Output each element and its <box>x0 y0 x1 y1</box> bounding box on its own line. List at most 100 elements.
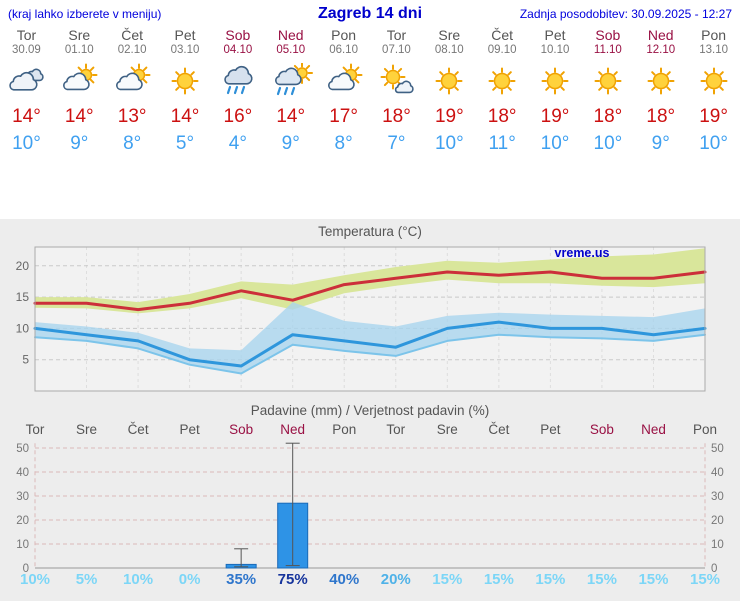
day-date: 04.10 <box>223 44 253 56</box>
y-axis-tick-label: 40 <box>711 467 724 479</box>
day-date: 12.10 <box>646 44 676 56</box>
low-temp: 7° <box>387 133 406 154</box>
y-axis-tick-label: 0 <box>711 563 717 575</box>
precip-probability-label: 5% <box>76 571 98 588</box>
day-name: Ned <box>277 27 304 43</box>
day-column: Pet 03.10 14° 5° <box>159 27 212 155</box>
rain-sun-icon <box>274 63 313 96</box>
sunny-icon <box>687 58 740 104</box>
precip-day-label: Pon <box>693 422 717 437</box>
low-temp: 4° <box>228 133 247 154</box>
low-temp: 10° <box>699 133 728 154</box>
day-name: Ned <box>647 27 674 43</box>
precip-probability-label: 15% <box>587 571 617 588</box>
precip-day-label: Ned <box>280 422 305 437</box>
y-axis-tick-label: 30 <box>711 491 724 503</box>
cloudy-icon <box>9 68 45 91</box>
precip-probability-label: 15% <box>535 571 565 588</box>
high-temp: 17° <box>329 106 358 127</box>
high-temp: 18° <box>487 106 517 127</box>
day-column: Sre 08.10 19° 10° <box>423 27 476 155</box>
precip-probability-label: 15% <box>690 571 720 588</box>
precip-day-label: Pet <box>179 422 200 437</box>
day-date: 02.10 <box>117 44 147 56</box>
precipitation-chart-title: Padavine (mm) / Verjetnost padavin (%) <box>250 403 490 418</box>
day-name: Sre <box>68 27 91 43</box>
page-title: Zagreb 14 dni <box>317 5 423 22</box>
precip-day-label: Čet <box>128 422 149 437</box>
precip-day-label: Pet <box>540 422 561 437</box>
precip-day-label: Ned <box>641 422 666 437</box>
precip-probability-label: 40% <box>329 571 359 588</box>
y-axis-tick-label: 10 <box>16 321 30 335</box>
y-axis-tick-label: 20 <box>711 515 724 527</box>
y-axis-tick-label: 15 <box>16 290 30 304</box>
precip-probability-label: 10% <box>20 571 50 588</box>
partly-cloudy-icon <box>63 63 98 91</box>
partly-cloudy-icon <box>53 58 106 104</box>
day-date: 01.10 <box>64 44 94 56</box>
temperature-chart-title: Temperatura (°C) <box>318 224 422 239</box>
precip-probability-label: 15% <box>432 571 462 588</box>
high-temp: 19° <box>540 106 570 127</box>
rain-sun-icon <box>264 58 317 104</box>
y-axis-tick-label: 0 <box>23 563 29 575</box>
plot-border <box>34 246 706 392</box>
low-temp: 11° <box>488 133 516 154</box>
precip-probability-label: 35% <box>226 571 256 588</box>
y-axis-tick-label: 20 <box>16 515 29 527</box>
day-column: Čet 09.10 18° 11° <box>476 27 529 155</box>
high-temp: 14° <box>276 106 306 127</box>
y-axis-tick-label: 40 <box>16 467 29 479</box>
precip-day-label: Sob <box>590 422 614 437</box>
low-temp: 10° <box>12 133 41 154</box>
precip-day-label: Tor <box>26 422 45 437</box>
day-name: Pet <box>544 27 566 43</box>
high-temp: 18° <box>646 106 676 127</box>
mostly-sunny-icon <box>380 64 415 94</box>
y-axis-tick-label: 5 <box>22 353 29 367</box>
high-temp: 19° <box>434 106 464 127</box>
temp-min-lower-line <box>34 333 706 375</box>
day-column: Ned 12.10 18° 9° <box>634 27 687 155</box>
day-column: Tor 30.09 14° 10° <box>0 27 53 155</box>
high-temp: 19° <box>699 106 728 127</box>
precip-day-label: Sob <box>229 422 253 437</box>
sunny-icon <box>423 58 476 104</box>
day-column: Čet 02.10 13° 8° <box>106 27 159 155</box>
charts-panel: Temperatura (°C) 5 10 15 20 vreme.us Padavin… <box>0 219 740 601</box>
day-column: Pon 13.10 19° 10° <box>687 27 740 155</box>
day-name: Čet <box>121 27 144 43</box>
day-date: 05.10 <box>276 44 306 56</box>
y-axis-tick-label: 50 <box>16 443 29 455</box>
watermark-link[interactable]: vreme.us <box>555 246 610 260</box>
day-name: Pon <box>331 27 357 43</box>
low-temp: 9° <box>70 133 89 154</box>
rain-icon <box>211 58 264 104</box>
day-date: 08.10 <box>434 44 464 56</box>
low-temp: 8° <box>334 133 353 154</box>
precip-probability-label: 75% <box>278 571 308 588</box>
day-column: Tor 07.10 18° 7° <box>370 27 423 155</box>
day-name: Čet <box>491 27 514 43</box>
sunny-icon <box>594 67 622 95</box>
day-date: 11.10 <box>593 44 622 56</box>
sunny-icon <box>541 67 569 95</box>
sunny-icon <box>634 58 687 104</box>
day-column: Pon 06.10 17° 8° <box>317 27 370 155</box>
low-temp: 5° <box>175 133 195 154</box>
low-temp: 8° <box>123 133 142 154</box>
y-axis-tick-label: 30 <box>16 491 29 503</box>
high-temp: 14° <box>12 106 41 127</box>
sunny-icon <box>647 67 675 95</box>
precip-probability-label: 10% <box>123 571 153 588</box>
temperature-chart-svg: 5 10 15 20 vreme.us <box>16 246 707 392</box>
sunny-icon <box>159 58 212 104</box>
low-temp: 10° <box>593 133 623 154</box>
day-column: Sob 11.10 18° 10° <box>581 27 634 155</box>
day-name: Pet <box>174 27 196 43</box>
high-temp: 18° <box>382 106 411 127</box>
sunny-icon <box>435 67 463 95</box>
y-axis-tick-label: 10 <box>16 539 29 551</box>
day-name: Tor <box>386 27 407 43</box>
